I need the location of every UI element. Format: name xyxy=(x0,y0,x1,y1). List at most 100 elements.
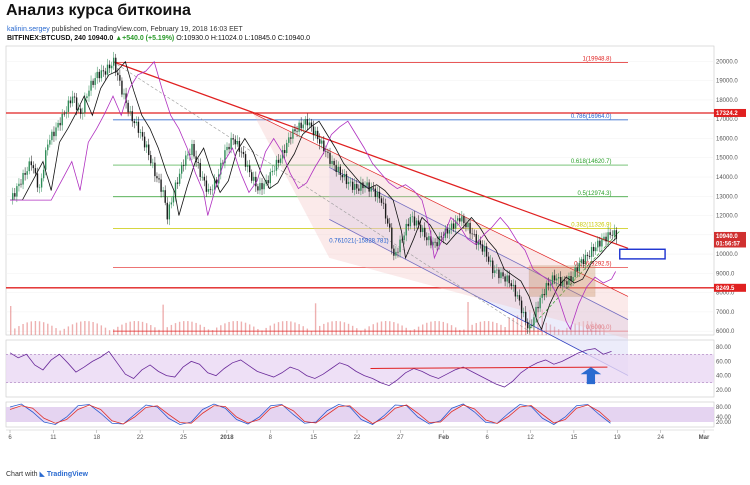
panel-border-1 xyxy=(5,45,715,336)
candle-body xyxy=(502,272,504,277)
candle-body xyxy=(378,191,381,199)
volume-bar xyxy=(434,321,436,335)
candle-body xyxy=(366,182,368,186)
candle-body xyxy=(597,240,599,248)
candle-body xyxy=(211,189,214,191)
candle-body xyxy=(382,202,385,204)
volume-bar xyxy=(339,321,341,335)
candle-body xyxy=(512,284,515,287)
candle-body xyxy=(562,280,564,286)
candle-body xyxy=(84,98,86,113)
volume-bar xyxy=(174,323,177,335)
candle-body xyxy=(555,278,558,281)
candle-body xyxy=(106,64,109,75)
volume-bar xyxy=(269,325,271,335)
candle-body xyxy=(518,295,521,301)
candle-body xyxy=(207,189,210,192)
volume-bar xyxy=(30,321,32,335)
price-tick-label: 14000.0 xyxy=(716,175,738,181)
candle-body xyxy=(117,72,119,76)
volume-bar xyxy=(541,309,543,335)
candle-body xyxy=(253,176,255,181)
volume-bar xyxy=(22,324,24,335)
candle-body xyxy=(158,178,160,180)
price-tick-label: 18000.0 xyxy=(716,98,738,104)
candle-body xyxy=(413,216,416,226)
volume-bar xyxy=(75,322,78,335)
volume-bar xyxy=(310,330,313,335)
candle-body xyxy=(302,124,304,129)
volume-bar xyxy=(47,323,49,335)
candle-body xyxy=(592,246,595,252)
footer-prefix: Chart with xyxy=(6,471,38,478)
candle-body xyxy=(90,80,92,91)
volume-bar xyxy=(376,322,379,335)
candle-body xyxy=(127,102,129,113)
volume-bar xyxy=(595,322,597,335)
candle-body xyxy=(251,172,253,181)
x-tick-label: 24 xyxy=(657,435,664,441)
candle-body xyxy=(459,218,461,222)
candle-body xyxy=(228,146,230,150)
candle-body xyxy=(586,254,589,256)
volume-bar xyxy=(150,325,152,335)
volume-bar xyxy=(187,321,189,335)
candle-body xyxy=(380,198,383,203)
candle-body xyxy=(481,244,484,252)
volume-bar xyxy=(483,321,486,335)
tradingview-brand[interactable]: TradingView xyxy=(46,471,88,478)
candle-body xyxy=(174,182,177,196)
candle-body xyxy=(53,131,55,137)
fib-level-label: 0.236(9292.5) xyxy=(574,262,611,268)
candle-body xyxy=(595,247,597,252)
candle-body xyxy=(500,272,502,279)
volume-bar xyxy=(496,323,498,335)
candle-body xyxy=(55,127,57,137)
volume-bar xyxy=(302,326,304,335)
candle-body xyxy=(492,260,494,274)
candle-body xyxy=(261,183,263,190)
candle-body xyxy=(603,236,605,240)
volume-bar xyxy=(236,321,238,335)
volume-bar xyxy=(590,321,593,335)
candle-body xyxy=(312,126,315,136)
candle-body xyxy=(508,275,510,284)
candle-body xyxy=(473,233,475,235)
candle-body xyxy=(152,162,154,164)
candle-body xyxy=(327,151,329,153)
author-link[interactable]: kalinin.sergey xyxy=(7,26,50,33)
volume-bar xyxy=(306,328,309,335)
volume-bar xyxy=(471,324,473,335)
candle-body xyxy=(238,141,241,152)
candle-body xyxy=(80,108,82,114)
price-tick-label: 17000.0 xyxy=(716,117,738,123)
candle-body xyxy=(129,111,131,113)
candle-body xyxy=(306,119,309,126)
volume-bar xyxy=(393,322,395,335)
candle-body xyxy=(246,165,249,167)
candle-body xyxy=(164,190,166,203)
candle-body xyxy=(347,181,350,185)
candle-body xyxy=(343,173,346,178)
candle-body xyxy=(82,112,84,114)
candle-body xyxy=(360,182,362,191)
volume-bar xyxy=(125,322,127,335)
candle-body xyxy=(195,156,197,163)
candle-body xyxy=(374,188,377,198)
price-tick-label: 7000.0 xyxy=(716,310,735,316)
fib-level-label: 1(19948.8) xyxy=(582,56,611,62)
candle-body xyxy=(471,233,473,235)
candle-body xyxy=(86,96,88,99)
candle-body xyxy=(345,173,348,185)
candle-body xyxy=(570,276,572,281)
candle-body xyxy=(397,251,399,253)
candle-body xyxy=(154,162,156,177)
candle-body xyxy=(335,165,337,172)
candle-body xyxy=(248,165,251,173)
volume-bar xyxy=(487,321,490,335)
candle-body xyxy=(308,122,311,126)
candle-body xyxy=(71,96,74,104)
candle-body xyxy=(549,284,552,286)
x-tick-label: 2018 xyxy=(220,435,234,441)
